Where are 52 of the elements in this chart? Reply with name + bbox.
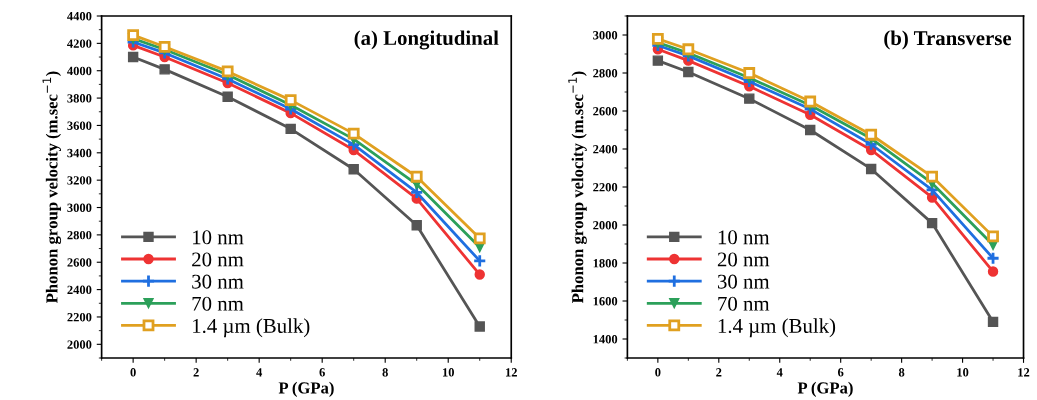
y-tick-label: 3200 xyxy=(67,176,92,185)
y-tick-label: 1400 xyxy=(593,335,618,344)
x-tick-label: 12 xyxy=(1018,368,1030,377)
y-tick-label: 2600 xyxy=(593,107,618,116)
x-tick-label: 0 xyxy=(130,368,136,377)
x-tick-label: 4 xyxy=(256,368,263,377)
y-tick-label: 3000 xyxy=(593,31,618,40)
y-tick-label: 3600 xyxy=(67,121,92,130)
y-tick-label: 1600 xyxy=(593,297,618,306)
y-tick-label: 1800 xyxy=(593,259,618,268)
x-tick-label: 10 xyxy=(442,368,454,377)
y-axis-title: Phonon group velocity (m.sec$^{−1}$) xyxy=(42,71,62,304)
y-axis-title: Phonon group velocity (m.sec$^{−1}$) xyxy=(568,71,587,304)
legend-label: 70 nm xyxy=(192,296,244,311)
y-tick-label: 2600 xyxy=(67,258,92,267)
y-tick-label: 4400 xyxy=(67,12,92,21)
x-tick-label: 2 xyxy=(193,368,199,377)
legend-label: 30 nm xyxy=(717,274,770,289)
x-tick-label: 10 xyxy=(957,368,969,377)
x-tick-label: 6 xyxy=(837,368,844,377)
text: (a) Longitudinal xyxy=(354,30,499,50)
legend-label: 10 nm xyxy=(718,230,770,245)
text: (b) Transverse xyxy=(884,30,1012,50)
y-tick-label: 3800 xyxy=(67,94,92,103)
legend-label: 1.4 µm (Bulk) xyxy=(193,318,310,338)
x-axis-title: P (GPa) xyxy=(797,381,853,397)
x-tick-label: 8 xyxy=(382,368,388,377)
x-tick-label: 4 xyxy=(776,368,783,377)
legend-label: 1.4 µm (Bulk) xyxy=(718,318,836,338)
y-tick-label: 4000 xyxy=(67,66,92,76)
x-tick-label: 8 xyxy=(898,368,905,377)
y-tick-label: 2800 xyxy=(593,69,618,78)
y-tick-label: 3000 xyxy=(67,203,92,212)
y-tick-label: 2200 xyxy=(67,312,92,322)
x-axis-title: P (GPa) xyxy=(278,381,334,397)
legend-label: 70 nm xyxy=(718,296,770,311)
y-tick-label: 3400 xyxy=(67,148,92,158)
y-tick-label: 2000 xyxy=(67,340,92,349)
y-tick-label: 4200 xyxy=(67,39,92,48)
y-tick-label: 2200 xyxy=(593,183,618,192)
legend-label: 10 nm xyxy=(193,230,244,245)
y-tick-label: 2800 xyxy=(67,230,92,240)
x-tick-label: 2 xyxy=(716,368,722,377)
legend-label: 20 nm xyxy=(192,252,244,267)
x-tick-label: 12 xyxy=(505,368,517,377)
y-tick-label: 2400 xyxy=(67,285,92,295)
y-tick-label: 2000 xyxy=(593,221,618,230)
x-tick-label: 0 xyxy=(655,368,661,377)
x-tick-label: 6 xyxy=(319,368,325,377)
y-tick-label: 2400 xyxy=(593,145,618,154)
legend-label: 20 nm xyxy=(717,252,770,267)
legend-label: 30 nm xyxy=(192,274,244,289)
